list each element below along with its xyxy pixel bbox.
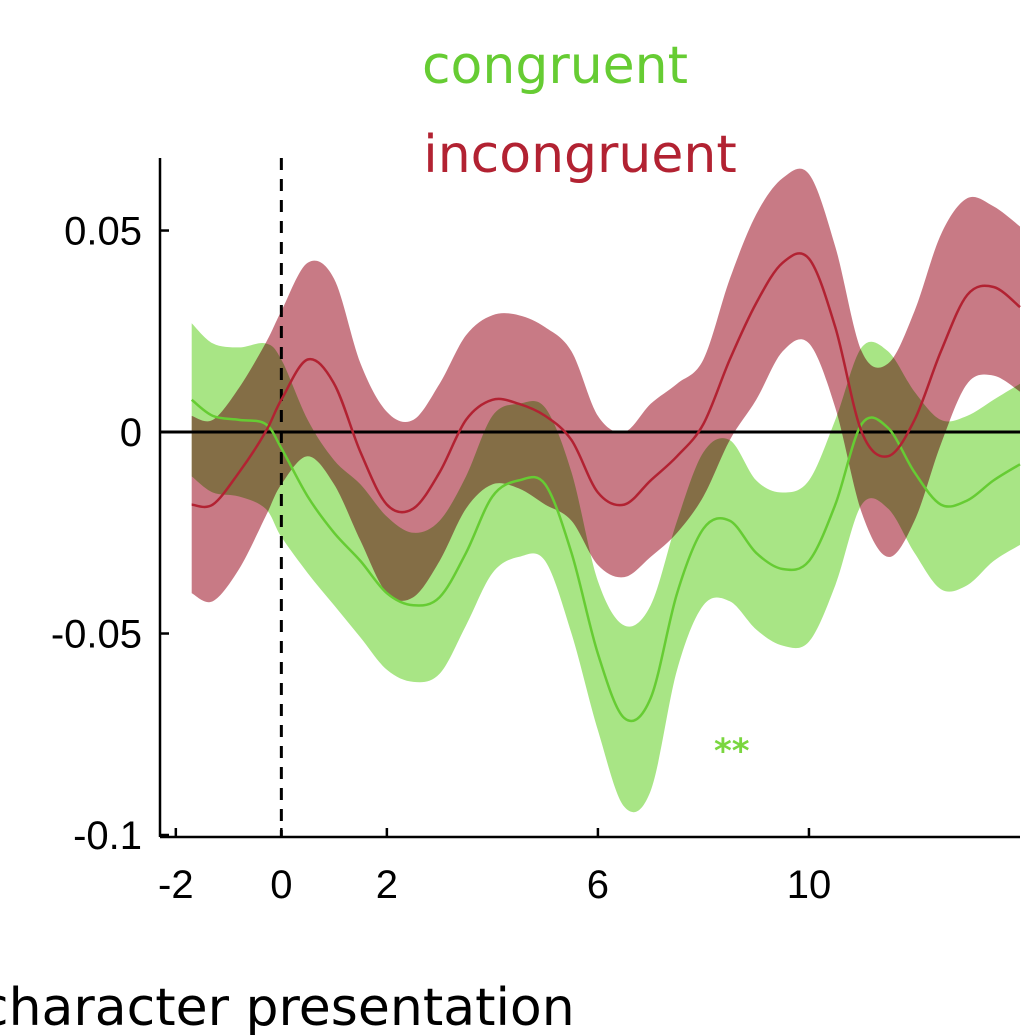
legend: congruent incongruent xyxy=(422,36,737,185)
y-tick-label: 0 xyxy=(120,411,142,455)
y-tick-label: 0.05 xyxy=(64,210,142,254)
x-tick-label: -2 xyxy=(158,863,194,907)
x-axis-label: character presentation xyxy=(0,978,575,1035)
line-incongruent xyxy=(191,252,1021,514)
series-lines xyxy=(190,252,1021,723)
band-incongruent xyxy=(191,168,1020,603)
x-tick-label: 2 xyxy=(376,863,398,907)
line-congruent xyxy=(190,398,1021,723)
x-tick-label: 0 xyxy=(270,863,292,907)
reference-lines xyxy=(160,158,1020,837)
y-tick-label: -0.05 xyxy=(51,613,142,657)
y-tick-label: -0.1 xyxy=(73,814,142,858)
legend-entry-congruent: congruent xyxy=(422,36,688,96)
confidence-bands xyxy=(191,168,1020,813)
x-tick-label: 10 xyxy=(787,863,832,907)
significance-annotation: ** xyxy=(714,731,750,771)
legend-entry-incongruent: incongruent xyxy=(423,125,736,185)
axes: -0.1 -0.05 0 0.05 -2 0 2 6 10 xyxy=(51,158,1020,907)
x-tick-label: 6 xyxy=(587,863,609,907)
